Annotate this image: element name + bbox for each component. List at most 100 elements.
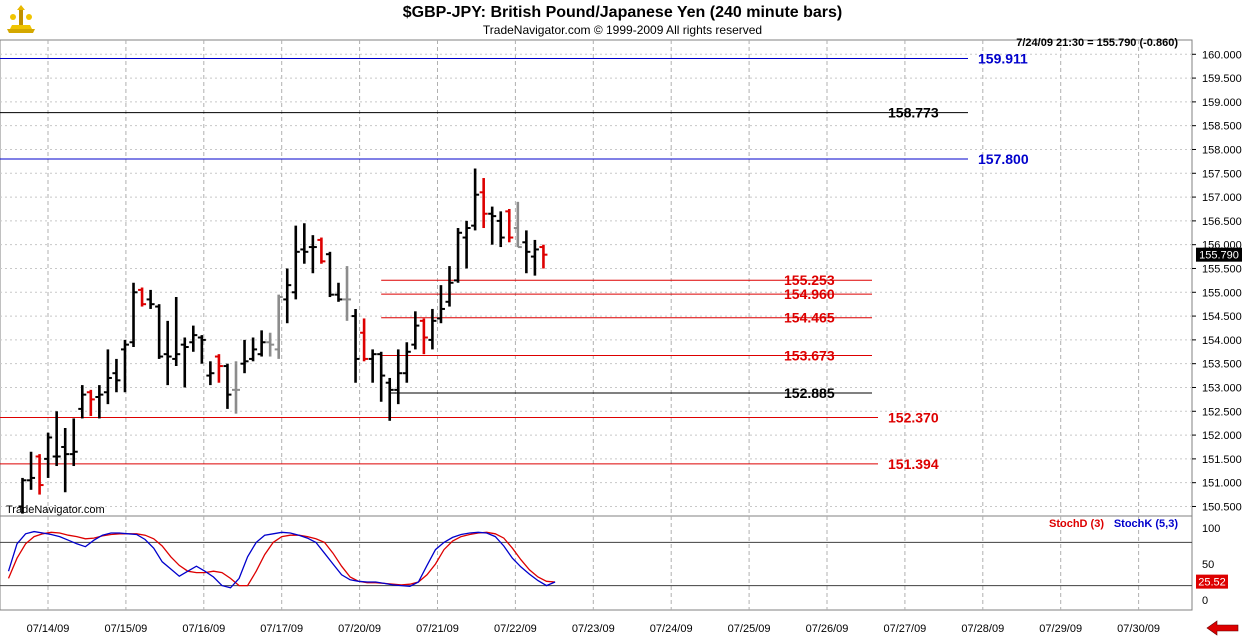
ohlc-bar [163, 320, 172, 386]
scroll-left-button[interactable] [1205, 620, 1241, 636]
price-panel-frame [0, 39, 1193, 517]
ohlc-bar [180, 337, 189, 388]
y-tick-label: 152.000 [1202, 430, 1242, 442]
y-tick-label: 158.000 [1202, 144, 1242, 156]
stoch-series-line [7, 530, 556, 589]
left-arrow-icon[interactable] [1206, 620, 1239, 636]
ohlc-bar [103, 349, 112, 405]
trade-navigator-logo-icon [7, 5, 35, 33]
ohlc-bar [44, 432, 53, 478]
x-tick-label: 07/30/09 [1117, 623, 1160, 635]
x-tick-label: 07/26/09 [806, 623, 849, 635]
x-tick-label: 07/25/09 [728, 623, 771, 635]
stoch-panel-frame [0, 515, 1193, 611]
y-tick-label: 159.000 [1202, 97, 1242, 109]
ohlc-bar [368, 349, 377, 383]
level-label: 154.960 [784, 286, 835, 302]
y-tick-label: 154.500 [1202, 311, 1242, 323]
y-tick-label: 157.500 [1202, 168, 1242, 180]
level-label: 152.885 [784, 385, 835, 401]
ohlc-bar [300, 223, 309, 264]
ohlc-bar [189, 325, 198, 352]
ohlc-bar [394, 349, 403, 405]
ohlc-bar [240, 339, 249, 374]
y-tick-label: 154.000 [1202, 335, 1242, 347]
x-tick-label: 07/24/09 [650, 623, 693, 635]
ohlc-bar [214, 354, 223, 383]
chart-title: $GBP-JPY: British Pound/Japanese Yen (24… [402, 4, 843, 21]
ohlc-bar [291, 225, 300, 300]
y-tick-label: 155.500 [1202, 263, 1242, 275]
level-label: 153.673 [784, 347, 835, 363]
level-label: 157.800 [978, 151, 1029, 167]
ohlc-bar [428, 308, 437, 350]
legend-stochd: StochD (3) [1049, 518, 1104, 530]
ohlc-bar [325, 251, 334, 298]
ohlc-bar [155, 304, 164, 359]
y-tick-label: 159.500 [1202, 73, 1242, 85]
ohlc-bar [129, 282, 138, 348]
grid-lines [0, 40, 1192, 610]
ohlc-bar [462, 220, 471, 269]
stoch-y-tick-label: 50 [1202, 559, 1214, 571]
stoch-value-box [1196, 574, 1228, 589]
ohlc-bar [172, 297, 181, 367]
ohlc-bar [505, 208, 514, 243]
ohlc-bar [61, 427, 70, 493]
ohlc-bar [317, 237, 326, 264]
stoch-y-tick-label: 100 [1202, 523, 1220, 535]
ohlc-bar [257, 330, 266, 357]
ohlc-bar [360, 318, 369, 362]
x-tick-label: 07/28/09 [961, 623, 1004, 635]
ohlc-bar [249, 337, 258, 362]
ohlc-bar [308, 235, 317, 274]
copyright-subtitle: TradeNavigator.com © 1999-2009 All right… [482, 23, 763, 37]
x-tick-label: 07/21/09 [416, 623, 459, 635]
stochastic-panel [0, 530, 1192, 589]
ohlc-bar [539, 244, 548, 269]
ohlc-bar [411, 311, 420, 350]
y-tick-label: 152.500 [1202, 406, 1242, 418]
ohlc-bar [27, 451, 36, 490]
last-quote-label: 7/24/09 21:30 = 155.790 (-0.860) [1016, 37, 1178, 49]
ohlc-bar [35, 454, 44, 495]
ohlc-bar [419, 318, 428, 355]
x-tick-label: 07/22/09 [494, 623, 537, 635]
ohlc-bar [513, 201, 522, 249]
ohlc-bar [351, 308, 360, 383]
x-tick-label: 07/29/09 [1039, 623, 1082, 635]
stoch-value-label: 25.52 [1198, 577, 1226, 589]
y-tick-label: 158.500 [1202, 121, 1242, 133]
y-tick-label: 156.500 [1202, 216, 1242, 228]
ohlc-bar [146, 289, 155, 309]
ohlc-bar [530, 239, 539, 276]
ohlc-bar [454, 228, 463, 283]
ohlc-bar [86, 389, 95, 417]
x-tick-label: 07/23/09 [572, 623, 615, 635]
x-tick-label: 07/27/09 [883, 623, 926, 635]
y-tick-label: 153.500 [1202, 359, 1242, 371]
y-tick-label: 155.000 [1202, 287, 1242, 299]
ohlc-bar [18, 477, 27, 514]
x-tick-label: 07/16/09 [182, 623, 225, 635]
axes: 07/14/09 07/15/09 07/16/09 07/17/09 07/20/09… [27, 49, 1242, 635]
stoch-y-tick-label: 0 [1202, 595, 1208, 607]
ohlc-bar [120, 339, 129, 393]
ohlc-bar [488, 206, 497, 245]
x-tick-label: 07/15/09 [104, 623, 147, 635]
ohlc-bar [197, 335, 206, 364]
y-tick-label: 151.000 [1202, 478, 1242, 490]
level-label: 155.253 [784, 272, 835, 288]
ohlc-bar [274, 294, 283, 359]
ohlc-bar [385, 377, 394, 421]
y-tick-label: 160.000 [1202, 49, 1242, 61]
price-bars [18, 168, 548, 514]
legend-stochk: StochK (5,3) [1114, 518, 1179, 530]
level-label: 152.370 [888, 409, 939, 425]
ohlc-bar [283, 268, 292, 324]
level-label: 158.773 [888, 105, 939, 121]
x-tick-label: 07/14/09 [27, 623, 70, 635]
ohlc-bar [402, 342, 411, 383]
